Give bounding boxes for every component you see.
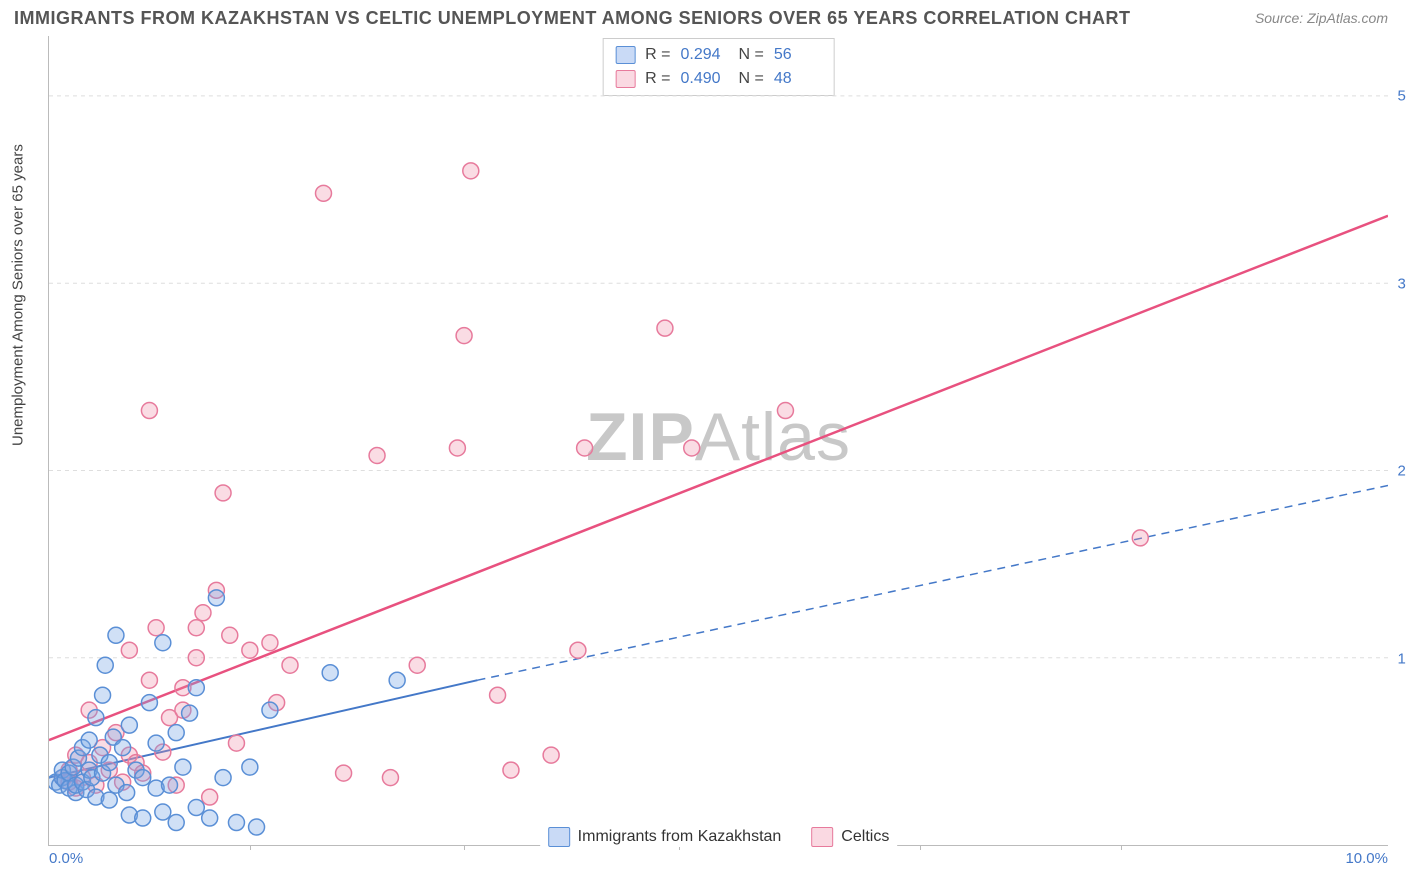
swatch-pink-icon [811, 827, 833, 847]
x-tick-mark [1121, 845, 1122, 850]
y-tick-label: 25.0% [1380, 463, 1406, 480]
y-tick-label: 37.5% [1380, 275, 1406, 292]
stat-r-value-pink: 0.490 [681, 67, 729, 91]
swatch-blue-icon [548, 827, 570, 847]
x-tick-mark [920, 845, 921, 850]
stat-n-label: N = [739, 43, 764, 67]
bottom-legend: Immigrants from Kazakhstan Celtics [540, 827, 898, 847]
legend-label-pink: Celtics [841, 828, 889, 846]
chart-title: IMMIGRANTS FROM KAZAKHSTAN VS CELTIC UNE… [14, 8, 1131, 29]
y-axis-label: Unemployment Among Seniors over 65 years [10, 144, 27, 446]
y-tick-label: 12.5% [1380, 650, 1406, 667]
watermark: ZIPAtlas [586, 398, 851, 476]
plot-area: ZIPAtlas R = 0.294 N = 56 R = 0.490 N = … [48, 36, 1388, 846]
stat-n-label: N = [739, 67, 764, 91]
stat-n-value-pink: 48 [774, 67, 822, 91]
source-prefix: Source: [1255, 10, 1307, 26]
swatch-blue-icon [615, 46, 635, 64]
watermark-light: Atlas [695, 399, 851, 475]
stat-n-value-blue: 56 [774, 43, 822, 67]
stat-r-label: R = [645, 67, 670, 91]
watermark-bold: ZIP [586, 399, 695, 475]
x-axis-min-label: 0.0% [49, 850, 83, 867]
y-tick-label: 50.0% [1380, 88, 1406, 105]
stat-r-value-blue: 0.294 [681, 43, 729, 67]
legend-stats-box: R = 0.294 N = 56 R = 0.490 N = 48 [602, 38, 835, 96]
chart-svg [49, 36, 1388, 845]
source-attribution: Source: ZipAtlas.com [1255, 10, 1388, 26]
swatch-pink-icon [615, 70, 635, 88]
legend-stats-row-blue: R = 0.294 N = 56 [615, 43, 822, 67]
x-tick-mark [250, 845, 251, 850]
x-axis-max-label: 10.0% [1345, 850, 1388, 867]
x-tick-mark [464, 845, 465, 850]
legend-item-pink: Celtics [811, 827, 889, 847]
legend-stats-row-pink: R = 0.490 N = 48 [615, 67, 822, 91]
legend-label-blue: Immigrants from Kazakhstan [578, 828, 782, 846]
legend-item-blue: Immigrants from Kazakhstan [548, 827, 782, 847]
source-name: ZipAtlas.com [1307, 10, 1388, 26]
stat-r-label: R = [645, 43, 670, 67]
